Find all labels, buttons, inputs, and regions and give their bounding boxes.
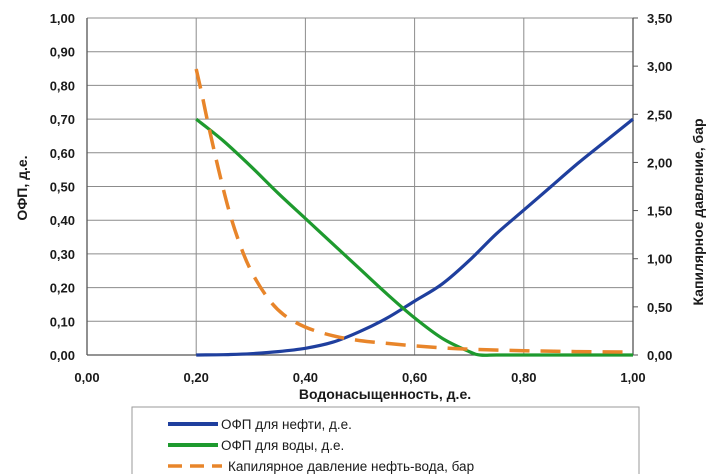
y-axis-right-title: Капилярное давление, бар	[690, 118, 706, 305]
y-left-tick-label: 0,50	[50, 180, 75, 195]
y-left-tick-label: 0,90	[50, 45, 75, 60]
y-left-tick-label: 0,30	[50, 247, 75, 262]
y-left-tick-label: 0,60	[50, 146, 75, 161]
x-axis-title: Водонасыщенность, д.е.	[299, 386, 471, 402]
y-left-tick-label: 0,20	[50, 281, 75, 296]
x-tick-label: 1,00	[620, 370, 645, 385]
y-right-tick-label: 1,00	[647, 252, 672, 267]
y-left-tick-label: 0,10	[50, 314, 75, 329]
y-axis-left-title: ОФП, д.е.	[14, 155, 30, 220]
y-right-tick-label: 3,00	[647, 59, 672, 74]
y-left-tick-label: 0,80	[50, 78, 75, 93]
legend: ОФП для нефти, д.е. ОФП для воды, д.е. К…	[131, 406, 640, 474]
y-left-tick-label: 1,00	[50, 11, 75, 26]
series-lines	[194, 68, 635, 357]
x-tick-label: 0,80	[511, 370, 536, 385]
x-tick-label: 0,40	[293, 370, 318, 385]
legend-label-water: ОФП для воды, д.е.	[221, 438, 344, 453]
y-right-tick-label: 2,00	[647, 155, 672, 170]
y-left-tick-label: 0,40	[50, 213, 75, 228]
y-left-tick-label: 0,00	[50, 348, 75, 363]
y-right-tick-label: 0,50	[647, 300, 672, 315]
y-right-tick-label: 1,50	[647, 204, 672, 219]
series-line-water-relperm	[195, 117, 633, 357]
y-right-tick-label: 2,50	[647, 107, 672, 122]
tick-labels: 0,00 0,10 0,20 0,30 0,40 0,50 0,60 0,70 0,80 0,90…	[50, 11, 673, 385]
x-tick-label: 0,00	[74, 370, 99, 385]
legend-label-oil: ОФП для нефти, д.е.	[221, 417, 352, 432]
y-left-tick-label: 0,70	[50, 112, 75, 127]
series-line-oil-relperm	[196, 117, 635, 357]
legend-box	[131, 406, 640, 474]
y-right-tick-label: 3,50	[647, 11, 672, 26]
x-tick-label: 0,20	[184, 370, 209, 385]
y-right-tick-label: 0,00	[647, 348, 672, 363]
x-tick-label: 0,60	[402, 370, 427, 385]
series-line-capillary-pressure	[194, 68, 634, 354]
legend-label-capillary: Капилярное давление нефть-вода, бар	[228, 459, 474, 474]
